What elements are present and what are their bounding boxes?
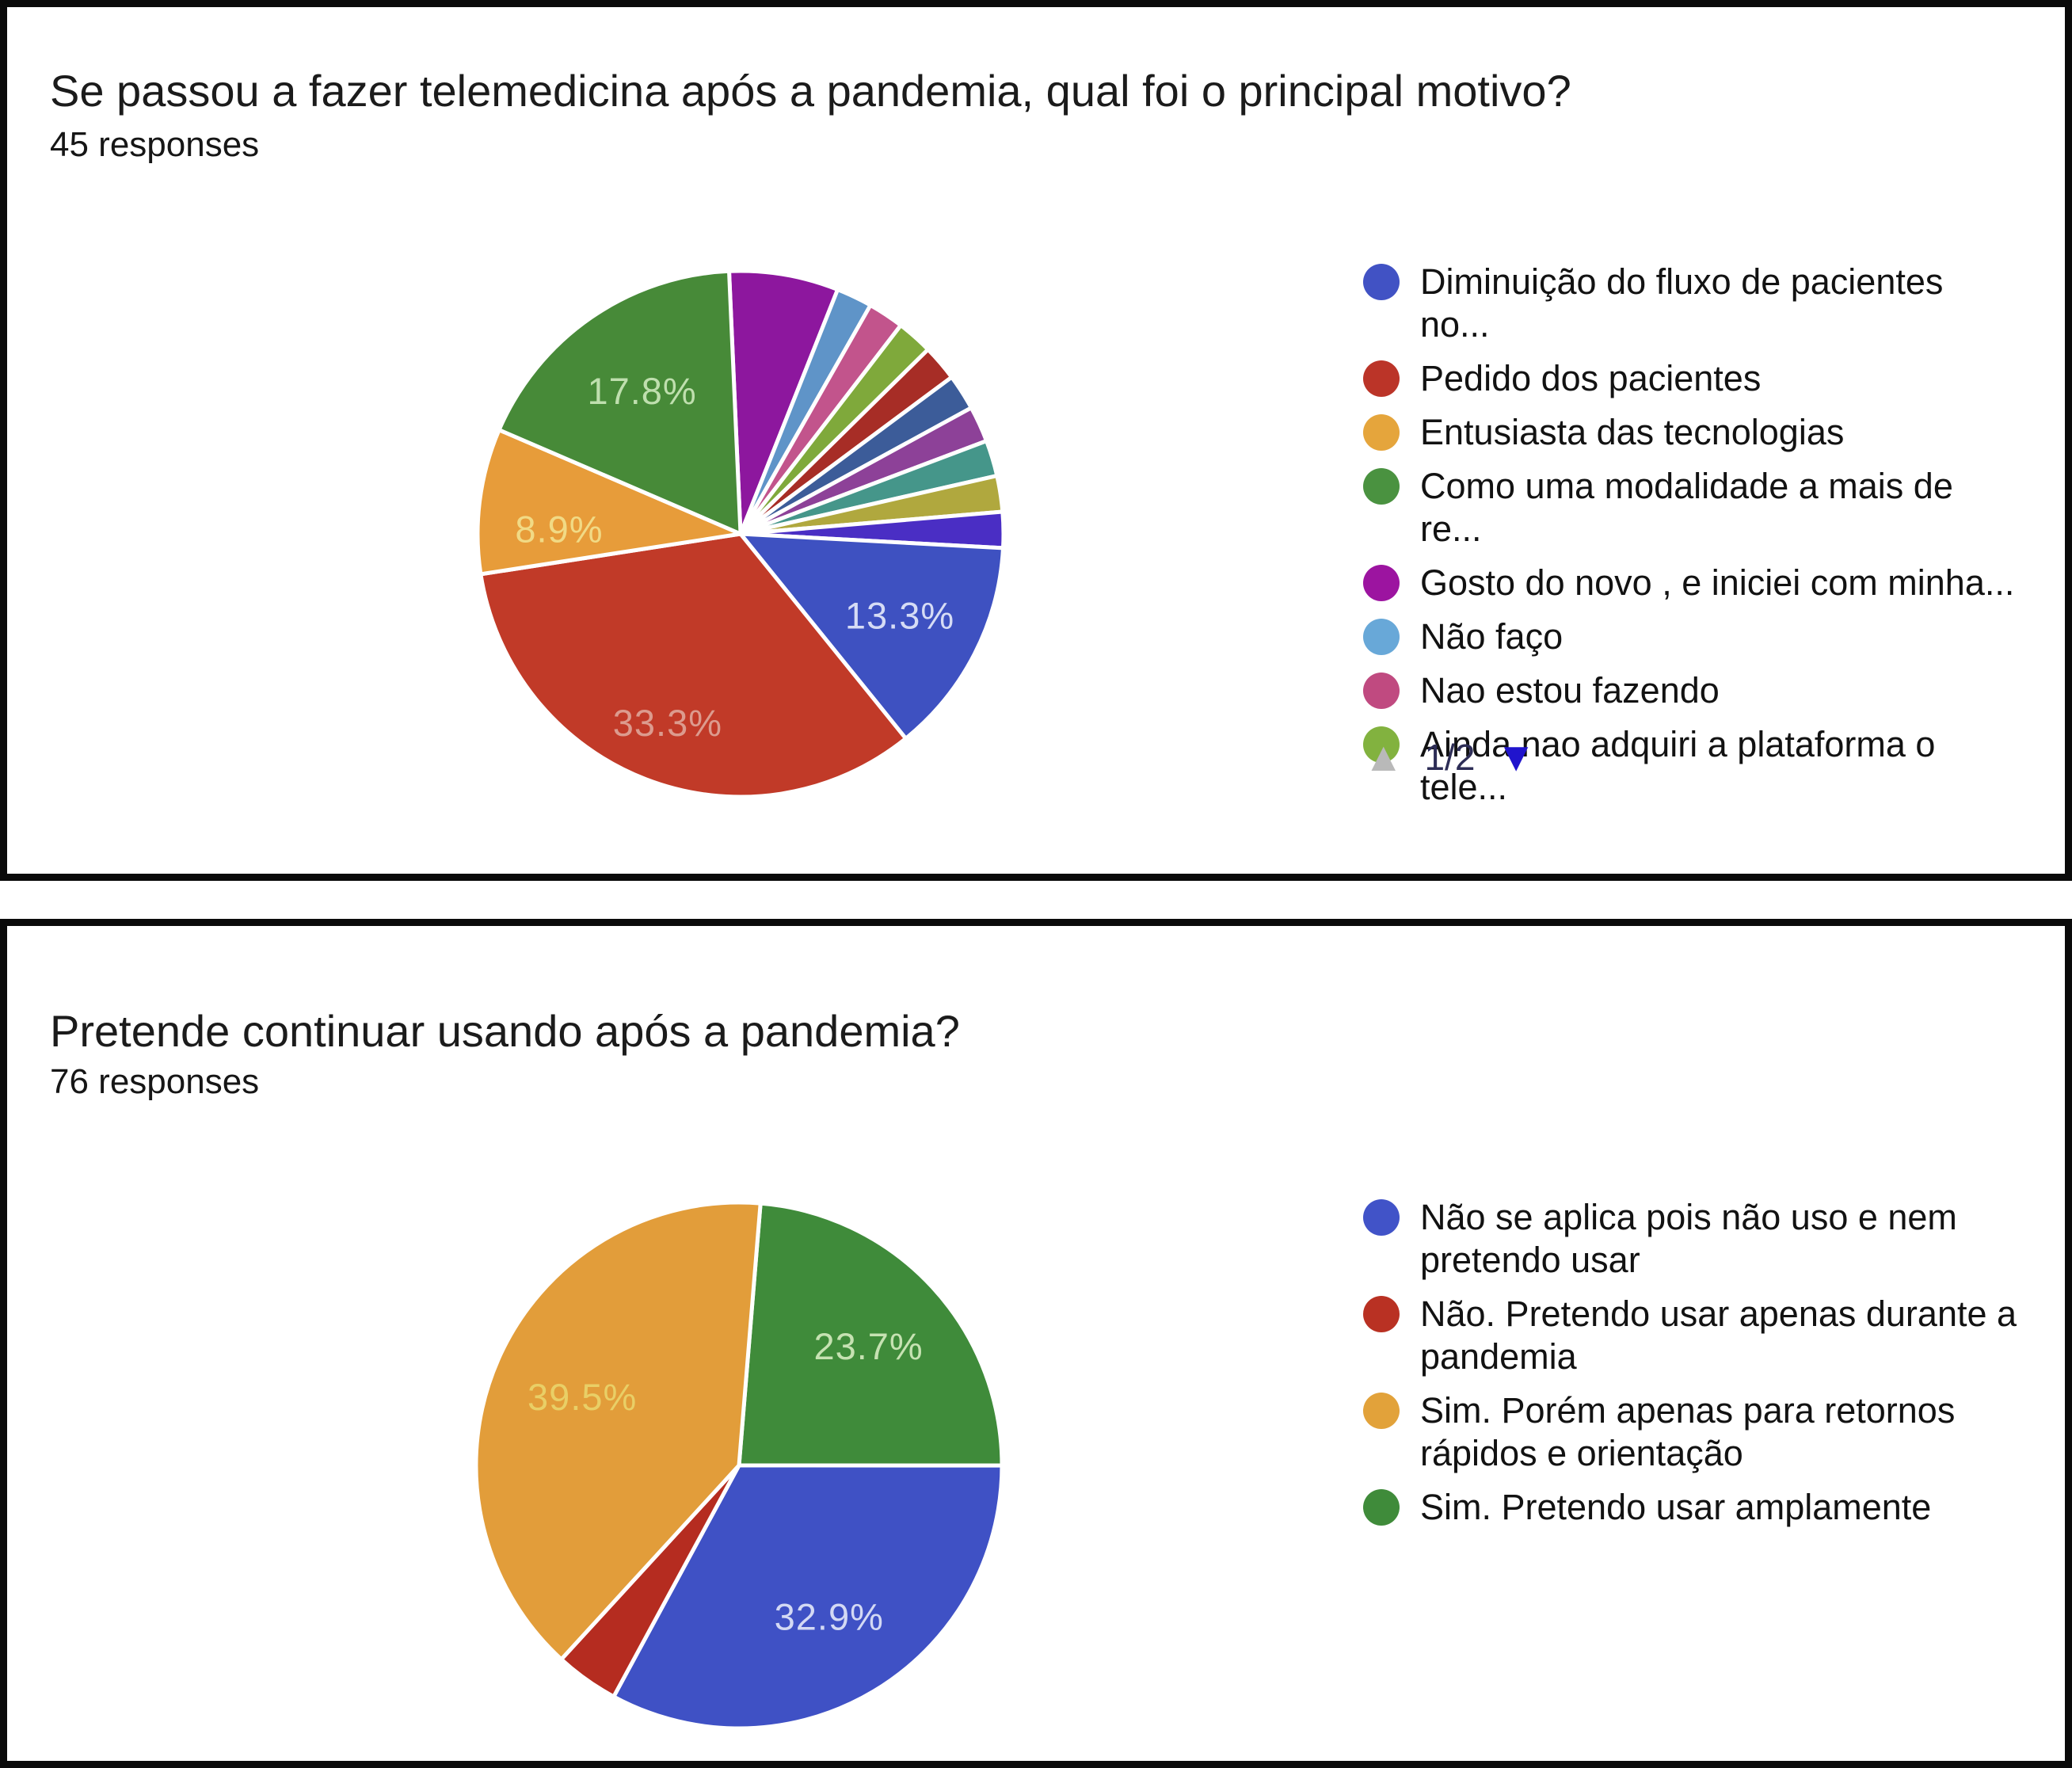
legend-color-dot-icon: [1363, 264, 1400, 300]
pie-percent-label: 33.3%: [613, 702, 722, 744]
legend-item: Sim. Pretendo usar amplamente: [1363, 1486, 2021, 1529]
legend-item: Não. Pretendo usar apenas durante a pand…: [1363, 1293, 2021, 1378]
legend-item-label: Gosto do novo , e iniciei com minha...: [1420, 562, 2015, 603]
pie-percent-label: 23.7%: [813, 1325, 923, 1367]
responses-count: 45 responses: [50, 125, 260, 164]
legend-item: Como uma modalidade a mais de re...: [1363, 465, 2021, 551]
legend: Diminuição do fluxo de pacientes no... Pe…: [1363, 261, 2021, 820]
pie-percent-label: 13.3%: [845, 594, 954, 636]
legend-item-label: Não se aplica pois não uso e nem pretend…: [1420, 1197, 1957, 1280]
legend-color-dot-icon: [1363, 414, 1400, 451]
pie-percent-label: 17.8%: [587, 370, 696, 412]
pie-slice[interactable]: [727, 269, 840, 536]
legend-item: Não se aplica pois não uso e nem pretend…: [1363, 1196, 2021, 1282]
legend-color-dot-icon: [1363, 360, 1400, 397]
legend-color-dot-icon: [1363, 673, 1400, 709]
legend-item-label: Ainda nao adquiri a plataforma o tele...: [1420, 724, 1936, 807]
legend-item: Nao estou fazendo: [1363, 669, 2021, 712]
pie-percent-label: 8.9%: [515, 509, 603, 551]
legend-color-dot-icon: [1363, 468, 1400, 505]
question-title: Pretende continuar usando após a pandemi…: [50, 1005, 960, 1056]
pie-chart-continuar: 23.7% 32.9% 39.5%: [474, 1200, 1004, 1731]
legend-color-dot-icon: [1363, 565, 1400, 601]
legend-color-dot-icon: [1363, 1296, 1400, 1332]
legend-item: Não faço: [1363, 615, 2021, 658]
pie-slice[interactable]: [478, 532, 908, 799]
pie-slice[interactable]: [611, 1463, 1004, 1731]
pie-slice[interactable]: [497, 269, 743, 536]
legend-page-up-icon[interactable]: ▲: [1363, 734, 1404, 780]
pie-slice[interactable]: [737, 1201, 1004, 1468]
pie-slice[interactable]: [474, 1200, 763, 1662]
question-card-1: Se passou a fazer telemedicina após a pa…: [0, 0, 2072, 881]
legend-item-label: Não. Pretendo usar apenas durante a pand…: [1420, 1294, 2017, 1377]
legend-item-label: Diminuição do fluxo de pacientes no...: [1420, 261, 1944, 345]
legend: Não se aplica pois não uso e nem pretend…: [1363, 1196, 2021, 1540]
legend-item-label: Não faço: [1420, 616, 1564, 657]
legend-color-dot-icon: [1363, 619, 1400, 655]
question-card-2: Pretende continuar usando após a pandemi…: [0, 919, 2072, 1768]
legend-item: Diminuição do fluxo de pacientes no...: [1363, 261, 2021, 346]
pie-slice[interactable]: [738, 532, 1005, 741]
pie-slice[interactable]: [475, 428, 743, 577]
legend-item: Sim. Porém apenas para retornos rápidos …: [1363, 1389, 2021, 1475]
pie-percent-label: 39.5%: [528, 1376, 637, 1418]
legend-item: Gosto do novo , e iniciei com minha...: [1363, 562, 2021, 604]
legend-color-dot-icon: [1363, 1199, 1400, 1236]
pie-percent-label: 32.9%: [775, 1596, 884, 1638]
legend-item: Ainda nao adquiri a plataforma o tele...: [1363, 723, 2021, 809]
legend-color-dot-icon: [1363, 726, 1400, 763]
legend-page-indicator: 1/2: [1424, 737, 1476, 778]
legend-pagination: ▲ 1/2 ▼: [1363, 733, 1537, 781]
legend-item-label: Sim. Porém apenas para retornos rápidos …: [1420, 1390, 1956, 1473]
legend-item-label: Sim. Pretendo usar amplamente: [1420, 1487, 1932, 1527]
legend-item-label: Como uma modalidade a mais de re...: [1420, 466, 1953, 549]
legend-item-label: Entusiasta das tecnologias: [1420, 412, 1845, 452]
pie-chart-motivo: 13.3% 33.3% 8.9% 17.8%: [475, 269, 1006, 799]
legend-item: Pedido dos pacientes: [1363, 357, 2021, 400]
legend-page-down-icon[interactable]: ▼: [1495, 734, 1537, 780]
legend-color-dot-icon: [1363, 1489, 1400, 1526]
legend-item: Entusiasta das tecnologias: [1363, 411, 2021, 454]
legend-color-dot-icon: [1363, 1393, 1400, 1429]
question-title: Se passou a fazer telemedicina após a pa…: [50, 65, 1571, 116]
legend-item-label: Nao estou fazendo: [1420, 670, 1720, 711]
responses-count: 76 responses: [50, 1062, 260, 1101]
legend-item-label: Pedido dos pacientes: [1420, 358, 1762, 398]
